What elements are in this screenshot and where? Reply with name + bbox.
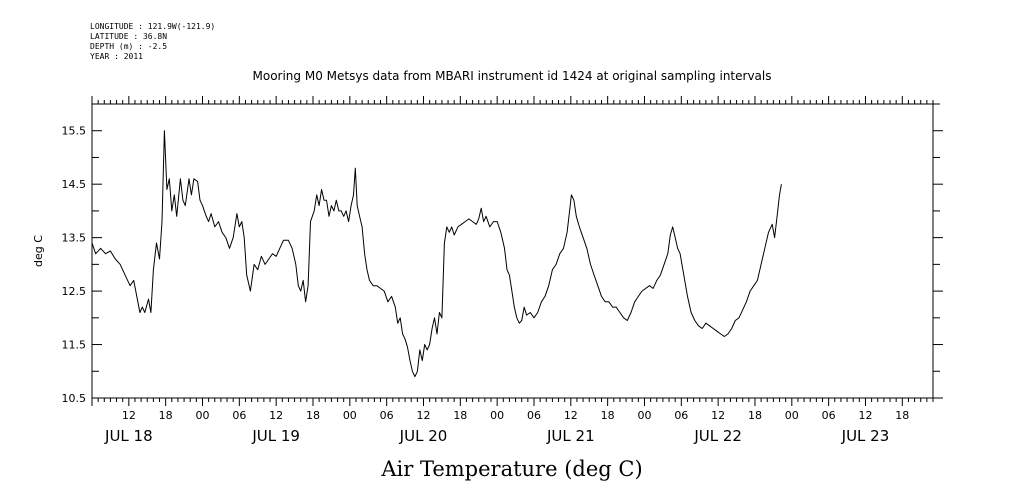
metadata-block: LONGITUDE : 121.9W(-121.9) LATITUDE : 36… xyxy=(90,22,215,62)
x-tick-label: 12 xyxy=(711,409,725,422)
series-layer xyxy=(91,130,782,378)
x-tick-label: 00 xyxy=(637,409,651,422)
y-tick-label: 13.5 xyxy=(62,232,87,245)
x-tick-label: 00 xyxy=(343,409,357,422)
y-tick-label: 11.5 xyxy=(62,339,87,352)
x-tick-label: 18 xyxy=(601,409,615,422)
x-tick-label: 00 xyxy=(195,409,209,422)
x-tick-label: 18 xyxy=(159,409,173,422)
x-tick-label: 06 xyxy=(527,409,541,422)
plot-frame xyxy=(91,103,934,399)
x-tick-label: 06 xyxy=(822,409,836,422)
x-tick-label: 12 xyxy=(122,409,136,422)
x-tick-label: 18 xyxy=(306,409,320,422)
latitude-label: LATITUDE : 36.8N xyxy=(90,32,168,41)
y-axis: 10.5 11.5 12.5 13.5 14.5 15.5 xyxy=(62,103,943,405)
x-tick-label: 00 xyxy=(490,409,504,422)
x-tick-label: 12 xyxy=(564,409,578,422)
x-day-label: JUL 18 xyxy=(104,427,153,445)
depth-label: DEPTH (m) : -2.5 xyxy=(90,42,168,51)
x-day-label: JUL 20 xyxy=(399,427,448,445)
x-tick-label: 18 xyxy=(748,409,762,422)
x-day-label: JUL 22 xyxy=(693,427,742,445)
x-day-label: JUL 19 xyxy=(251,427,300,445)
x-tick-label: 12 xyxy=(269,409,283,422)
series-line xyxy=(91,130,782,378)
x-tick-label: 06 xyxy=(232,409,246,422)
y-tick-label: 15.5 xyxy=(62,125,87,138)
y-tick-label: 14.5 xyxy=(62,178,87,191)
x-tick-label: 12 xyxy=(858,409,872,422)
x-tick-label: 18 xyxy=(895,409,909,422)
x-tick-label: 18 xyxy=(453,409,467,422)
y-axis-label: deg C xyxy=(32,235,45,267)
x-day-label: JUL 23 xyxy=(841,427,890,445)
x-tick-label: 00 xyxy=(785,409,799,422)
x-axis-label: Air Temperature (deg C) xyxy=(380,457,642,481)
x-tick-label: 06 xyxy=(380,409,394,422)
x-tick-label: 12 xyxy=(416,409,430,422)
y-tick-label: 10.5 xyxy=(62,392,87,405)
chart-title: Mooring M0 Metsys data from MBARI instru… xyxy=(253,69,772,83)
x-axis: 12 18 00 06 12 18 00 06 12 18 00 06 12 18 00 06 12 18 00 06… xyxy=(91,96,934,445)
longitude-label: LONGITUDE : 121.9W(-121.9) xyxy=(90,22,216,31)
year-label: YEAR : 2011 xyxy=(90,52,143,61)
x-day-label: JUL 21 xyxy=(546,427,595,445)
x-tick-label: 06 xyxy=(674,409,688,422)
y-tick-label: 12.5 xyxy=(62,285,87,298)
